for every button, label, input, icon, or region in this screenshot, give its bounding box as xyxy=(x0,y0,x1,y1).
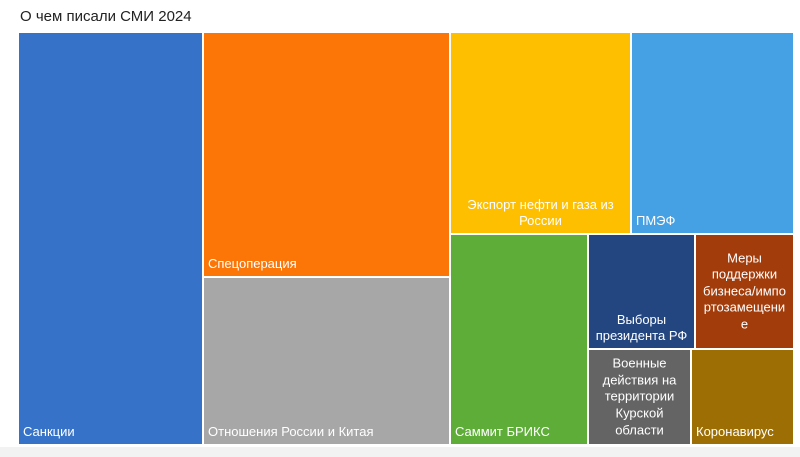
treemap-tile-label: Выборы президента РФ xyxy=(595,311,688,344)
treemap-tile-label: ПМЭФ xyxy=(636,213,676,229)
treemap-tile-label: Спецоперация xyxy=(208,256,297,272)
treemap-tile: Коронавирус xyxy=(691,349,794,445)
footer-strip xyxy=(0,447,800,457)
treemap-tile: Выборы президента РФ xyxy=(588,234,695,349)
chart-title: О чем писали СМИ 2024 xyxy=(20,8,192,25)
treemap-tile-label: Военные действия на территории Курской облас… xyxy=(602,355,677,437)
treemap-tile: Спецоперация xyxy=(203,32,450,277)
treemap-tile-label: Экспорт нефти и газа из России xyxy=(467,196,614,229)
treemap-tile: Экспорт нефти и газа из России xyxy=(450,32,631,234)
treemap-tile-label: Санкции xyxy=(23,424,75,440)
treemap-tile: ПМЭФ xyxy=(631,32,794,234)
treemap-tile-label: Коронавирус xyxy=(696,424,774,440)
treemap-tile-label: Меры поддержки бизнеса/импо ртозамещени е xyxy=(703,249,786,332)
treemap-tile: Санкции xyxy=(18,32,203,445)
treemap-tile-label: Саммит БРИКС xyxy=(455,424,550,440)
treemap-tile: Военные действия на территории Курской облас… xyxy=(588,349,691,445)
treemap-tile: Саммит БРИКС xyxy=(450,234,588,445)
treemap-tile: Меры поддержки бизнеса/импо ртозамещени е xyxy=(695,234,794,349)
treemap-tile-label: Отношения России и Китая xyxy=(208,424,374,440)
treemap-tile: Отношения России и Китая xyxy=(203,277,450,445)
